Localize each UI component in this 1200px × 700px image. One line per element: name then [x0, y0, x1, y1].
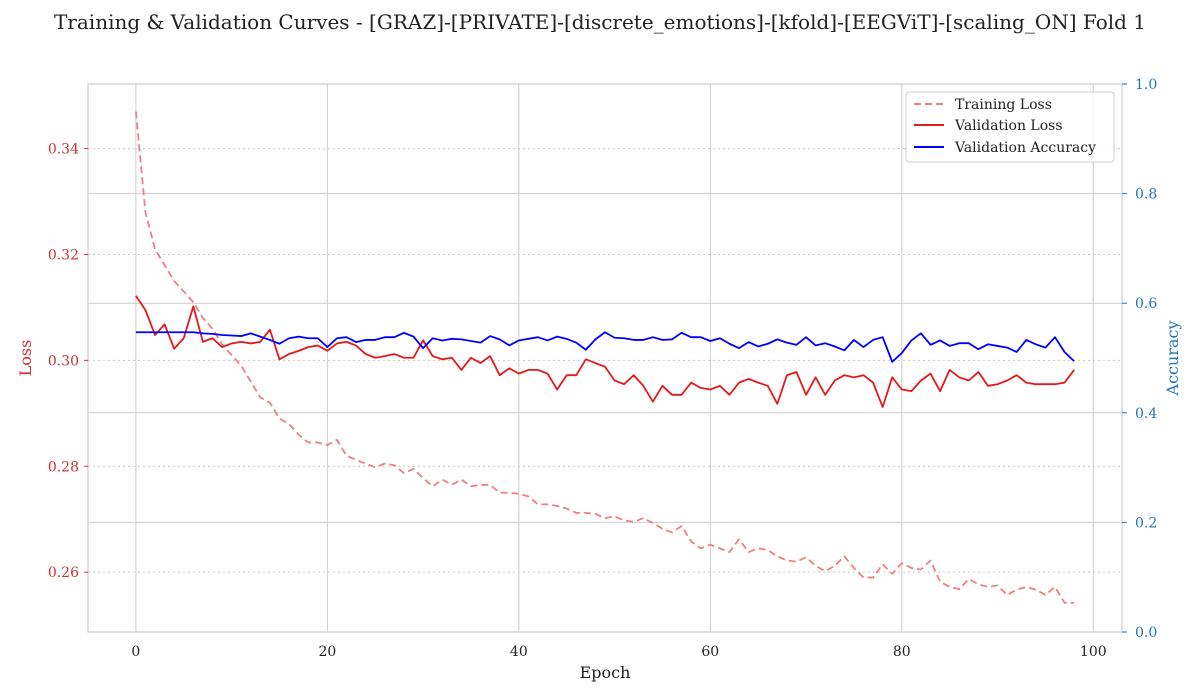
y-left-tick-label: 0.30 — [48, 353, 79, 369]
y-left-tick-label: 0.28 — [48, 459, 79, 475]
series-training-loss — [134, 111, 1075, 604]
y-right-tick-label: 1.0 — [1135, 77, 1157, 93]
series-validation-loss — [135, 295, 1075, 408]
legend-label-validation-loss: Validation Loss — [954, 118, 1063, 134]
x-axis-label: Epoch — [580, 663, 631, 682]
x-tick-label: 0 — [131, 644, 140, 660]
y-right-tick-label: 0.2 — [1135, 515, 1157, 531]
legend-label-training-loss: Training Loss — [955, 97, 1052, 113]
legend-label-validation-accuracy: Validation Accuracy — [954, 140, 1096, 156]
plot-area — [87, 83, 1123, 633]
y-left-tick-label: 0.34 — [48, 142, 79, 158]
y-left-axis-label: Loss — [16, 340, 35, 377]
x-axis-ticks: 0 20 40 60 80 100 — [131, 644, 1106, 660]
y-left-tick-label: 0.26 — [48, 565, 79, 581]
x-tick-label: 80 — [893, 644, 911, 660]
y-right-tick-label: 0.0 — [1135, 625, 1157, 641]
x-tick-label: 40 — [510, 644, 528, 660]
plot-frame — [87, 83, 1123, 633]
y-right-axis-label: Accuracy — [1163, 321, 1182, 397]
chart-title: Training & Validation Curves - [GRAZ]-[P… — [54, 10, 1146, 34]
legend-box — [905, 91, 1115, 163]
legend: Training Loss Validation Loss Validation… — [905, 91, 1115, 163]
x-tick-label: 20 — [318, 644, 336, 660]
y-right-axis-ticks: 0.0 0.2 0.4 0.6 0.8 1.0 — [1122, 77, 1157, 641]
y-right-tick-label: 0.4 — [1135, 406, 1157, 422]
series-validation-accuracy — [135, 331, 1075, 363]
x-tick-label: 60 — [701, 644, 719, 660]
y-right-tick-label: 0.6 — [1135, 296, 1157, 312]
y-left-tick-label: 0.32 — [48, 247, 79, 263]
y-left-axis-ticks: 0.26 0.28 0.30 0.32 0.34 — [48, 142, 88, 581]
series-layer — [134, 111, 1075, 604]
x-tick-label: 100 — [1080, 644, 1107, 660]
y-right-tick-label: 0.8 — [1135, 187, 1157, 203]
